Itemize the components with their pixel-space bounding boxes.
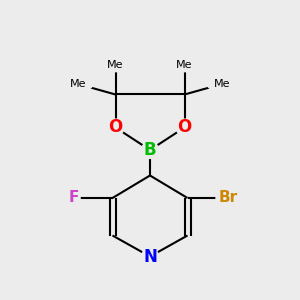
Ellipse shape: [176, 119, 193, 136]
Text: B: B: [144, 141, 156, 159]
Text: Me: Me: [176, 59, 193, 70]
Ellipse shape: [142, 142, 158, 158]
Ellipse shape: [169, 57, 200, 72]
Ellipse shape: [100, 57, 130, 72]
Text: O: O: [177, 118, 192, 136]
Ellipse shape: [107, 119, 124, 136]
Ellipse shape: [216, 190, 240, 206]
Text: Me: Me: [107, 59, 124, 70]
Text: F: F: [68, 190, 79, 206]
Ellipse shape: [207, 77, 237, 91]
Ellipse shape: [67, 191, 80, 205]
Text: Br: Br: [218, 190, 238, 206]
Ellipse shape: [63, 77, 93, 91]
Text: N: N: [143, 248, 157, 266]
Text: Me: Me: [70, 79, 86, 89]
Ellipse shape: [142, 248, 158, 265]
Text: Me: Me: [214, 79, 230, 89]
Text: O: O: [108, 118, 123, 136]
